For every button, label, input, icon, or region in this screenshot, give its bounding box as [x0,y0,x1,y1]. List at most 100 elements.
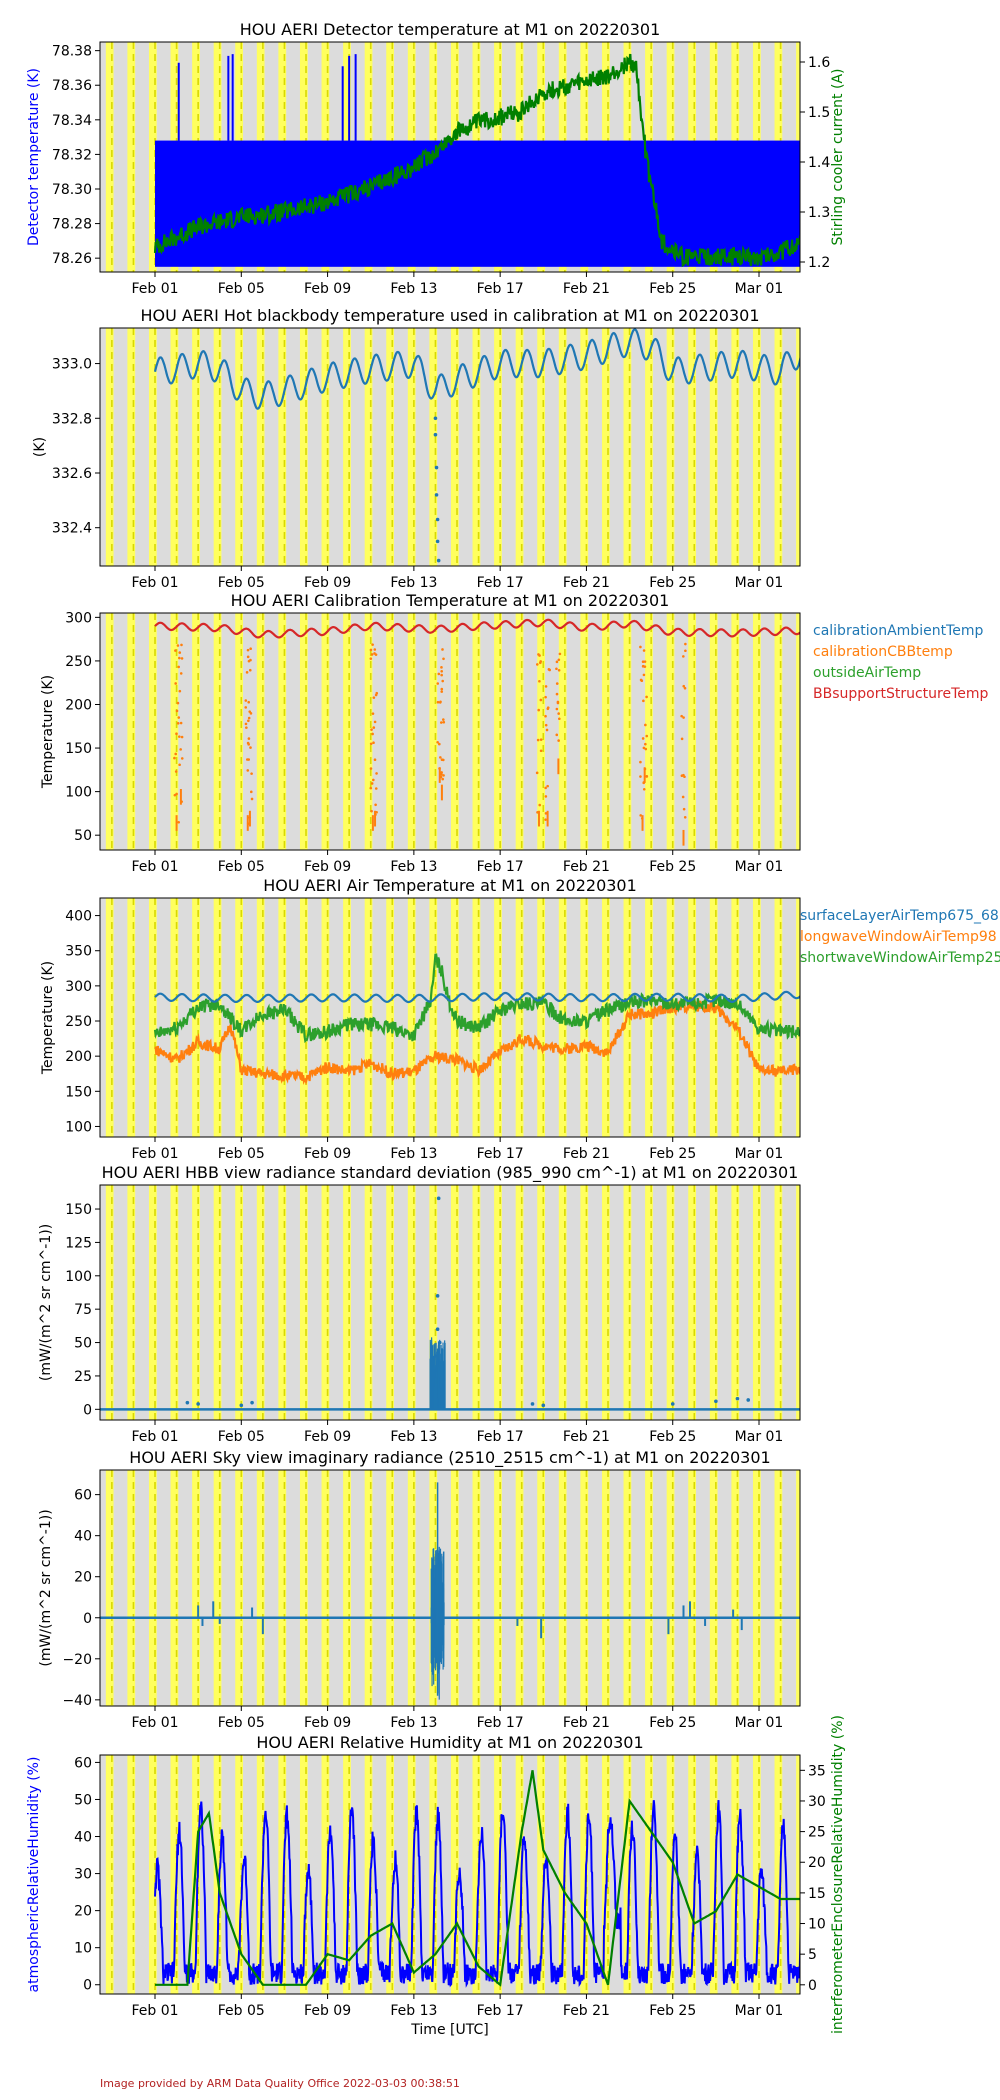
night-band [350,328,365,566]
y2-tick-label: 1.5 [808,105,830,121]
y2-tick-label: 25 [808,1825,826,1841]
night-band [760,1755,775,1994]
data-point [249,658,252,662]
series-1 [154,1800,800,1988]
data-point [684,642,687,646]
night-band [480,613,495,850]
x-tick-label: Feb 05 [218,575,265,591]
night-band [286,1470,300,1706]
night-band [739,328,753,566]
data-point [682,807,686,811]
data-point [196,1402,200,1406]
data-line [153,328,800,410]
y-tick-label: 78.28 [52,217,92,233]
chart-title: HOU AERI Air Temperature at M1 on 202203… [263,876,637,895]
chart-title: HOU AERI Calibration Temperature at M1 o… [231,591,670,610]
chart-panel-3: Feb 01 Feb 05 Feb 09 Feb 13 Feb 17 Feb 21 Feb … [40,591,989,875]
night-band [243,1185,257,1420]
x-tick-label: Feb 25 [649,1429,696,1445]
x-tick-label: Feb 01 [131,575,178,591]
night-band [480,1470,495,1706]
night-band [437,613,451,850]
night-band [480,1185,495,1420]
legend-entry: outsideAirTemp [813,665,921,681]
x-tick-label: Feb 09 [304,1429,351,1445]
night-band [458,898,473,1137]
data-point [544,695,547,699]
y-tick-label: 0 [83,1402,92,1418]
legend-entry: longwaveWindowAirTemp98 [800,929,997,945]
night-band [739,1755,753,1994]
series-1 [155,54,800,267]
x-tick-label: Feb 25 [649,1146,696,1162]
data-point [437,672,441,676]
data-point [369,648,373,652]
night-band [113,613,128,850]
data-point [644,723,647,727]
night-band [307,1185,322,1420]
data-point [442,774,445,777]
x-tick-label: Feb 21 [563,281,610,297]
data-line [154,1800,800,1988]
plot-frame [99,327,801,567]
night-band [480,328,495,566]
x-tick-label: Feb 21 [563,575,610,591]
series-2 [430,1482,445,1700]
data-point [546,706,550,709]
night-band [696,1755,710,1994]
night-band [696,898,710,1137]
night-band [178,328,193,566]
night-band [804,328,818,566]
chart-panel-1: Feb 01 Feb 05 Feb 09 Feb 13 Feb 17 Feb 21 Feb … [26,20,846,297]
data-point [683,775,686,779]
data-point [373,720,377,724]
night-band [652,898,667,1137]
data-point [641,660,645,664]
y-tick-label: 0 [83,1978,92,1994]
chart-title: HOU AERI Relative Humidity at M1 on 2022… [256,1733,643,1752]
night-band [631,1755,646,1994]
y-tick-label: 332.8 [52,411,92,427]
night-band [286,1185,300,1420]
data-point [247,743,250,746]
data-point [173,756,176,760]
data-point [435,539,440,544]
night-band [545,1185,559,1420]
night-band [372,1185,387,1420]
data-point [681,795,685,799]
night-band [286,1755,300,1994]
night-band [307,613,322,850]
data-point [177,716,181,719]
data-point [639,760,642,764]
data-point [440,673,443,677]
plot-frame [99,1184,801,1421]
data-point [639,678,643,682]
night-band [243,328,257,566]
y-tick-label: 332.6 [52,466,92,482]
y-tick-label: 300 [65,979,92,995]
night-band [631,613,646,850]
night-band [458,328,473,566]
night-band [437,328,451,566]
data-point [250,772,253,775]
night-band [100,613,106,850]
y-axis-label: Temperature (K) [40,675,56,789]
night-band [329,898,344,1137]
data-point [558,652,562,656]
data-point [373,652,376,655]
data-band [155,140,800,267]
data-point [249,790,253,794]
night-band [221,1755,236,1994]
night-band [545,1470,559,1706]
data-point [440,666,443,669]
y-axis-label: (mW/(m^2 sr cm^-1)) [38,1509,54,1666]
data-point [544,714,547,718]
data-point [247,716,251,720]
x-tick-label: Feb 13 [390,2003,437,2019]
data-point [639,775,642,778]
data-point [442,657,445,661]
night-band [394,1185,408,1420]
night-band [523,1470,538,1706]
data-point [434,465,439,470]
x-tick-label: Feb 17 [477,1429,524,1445]
